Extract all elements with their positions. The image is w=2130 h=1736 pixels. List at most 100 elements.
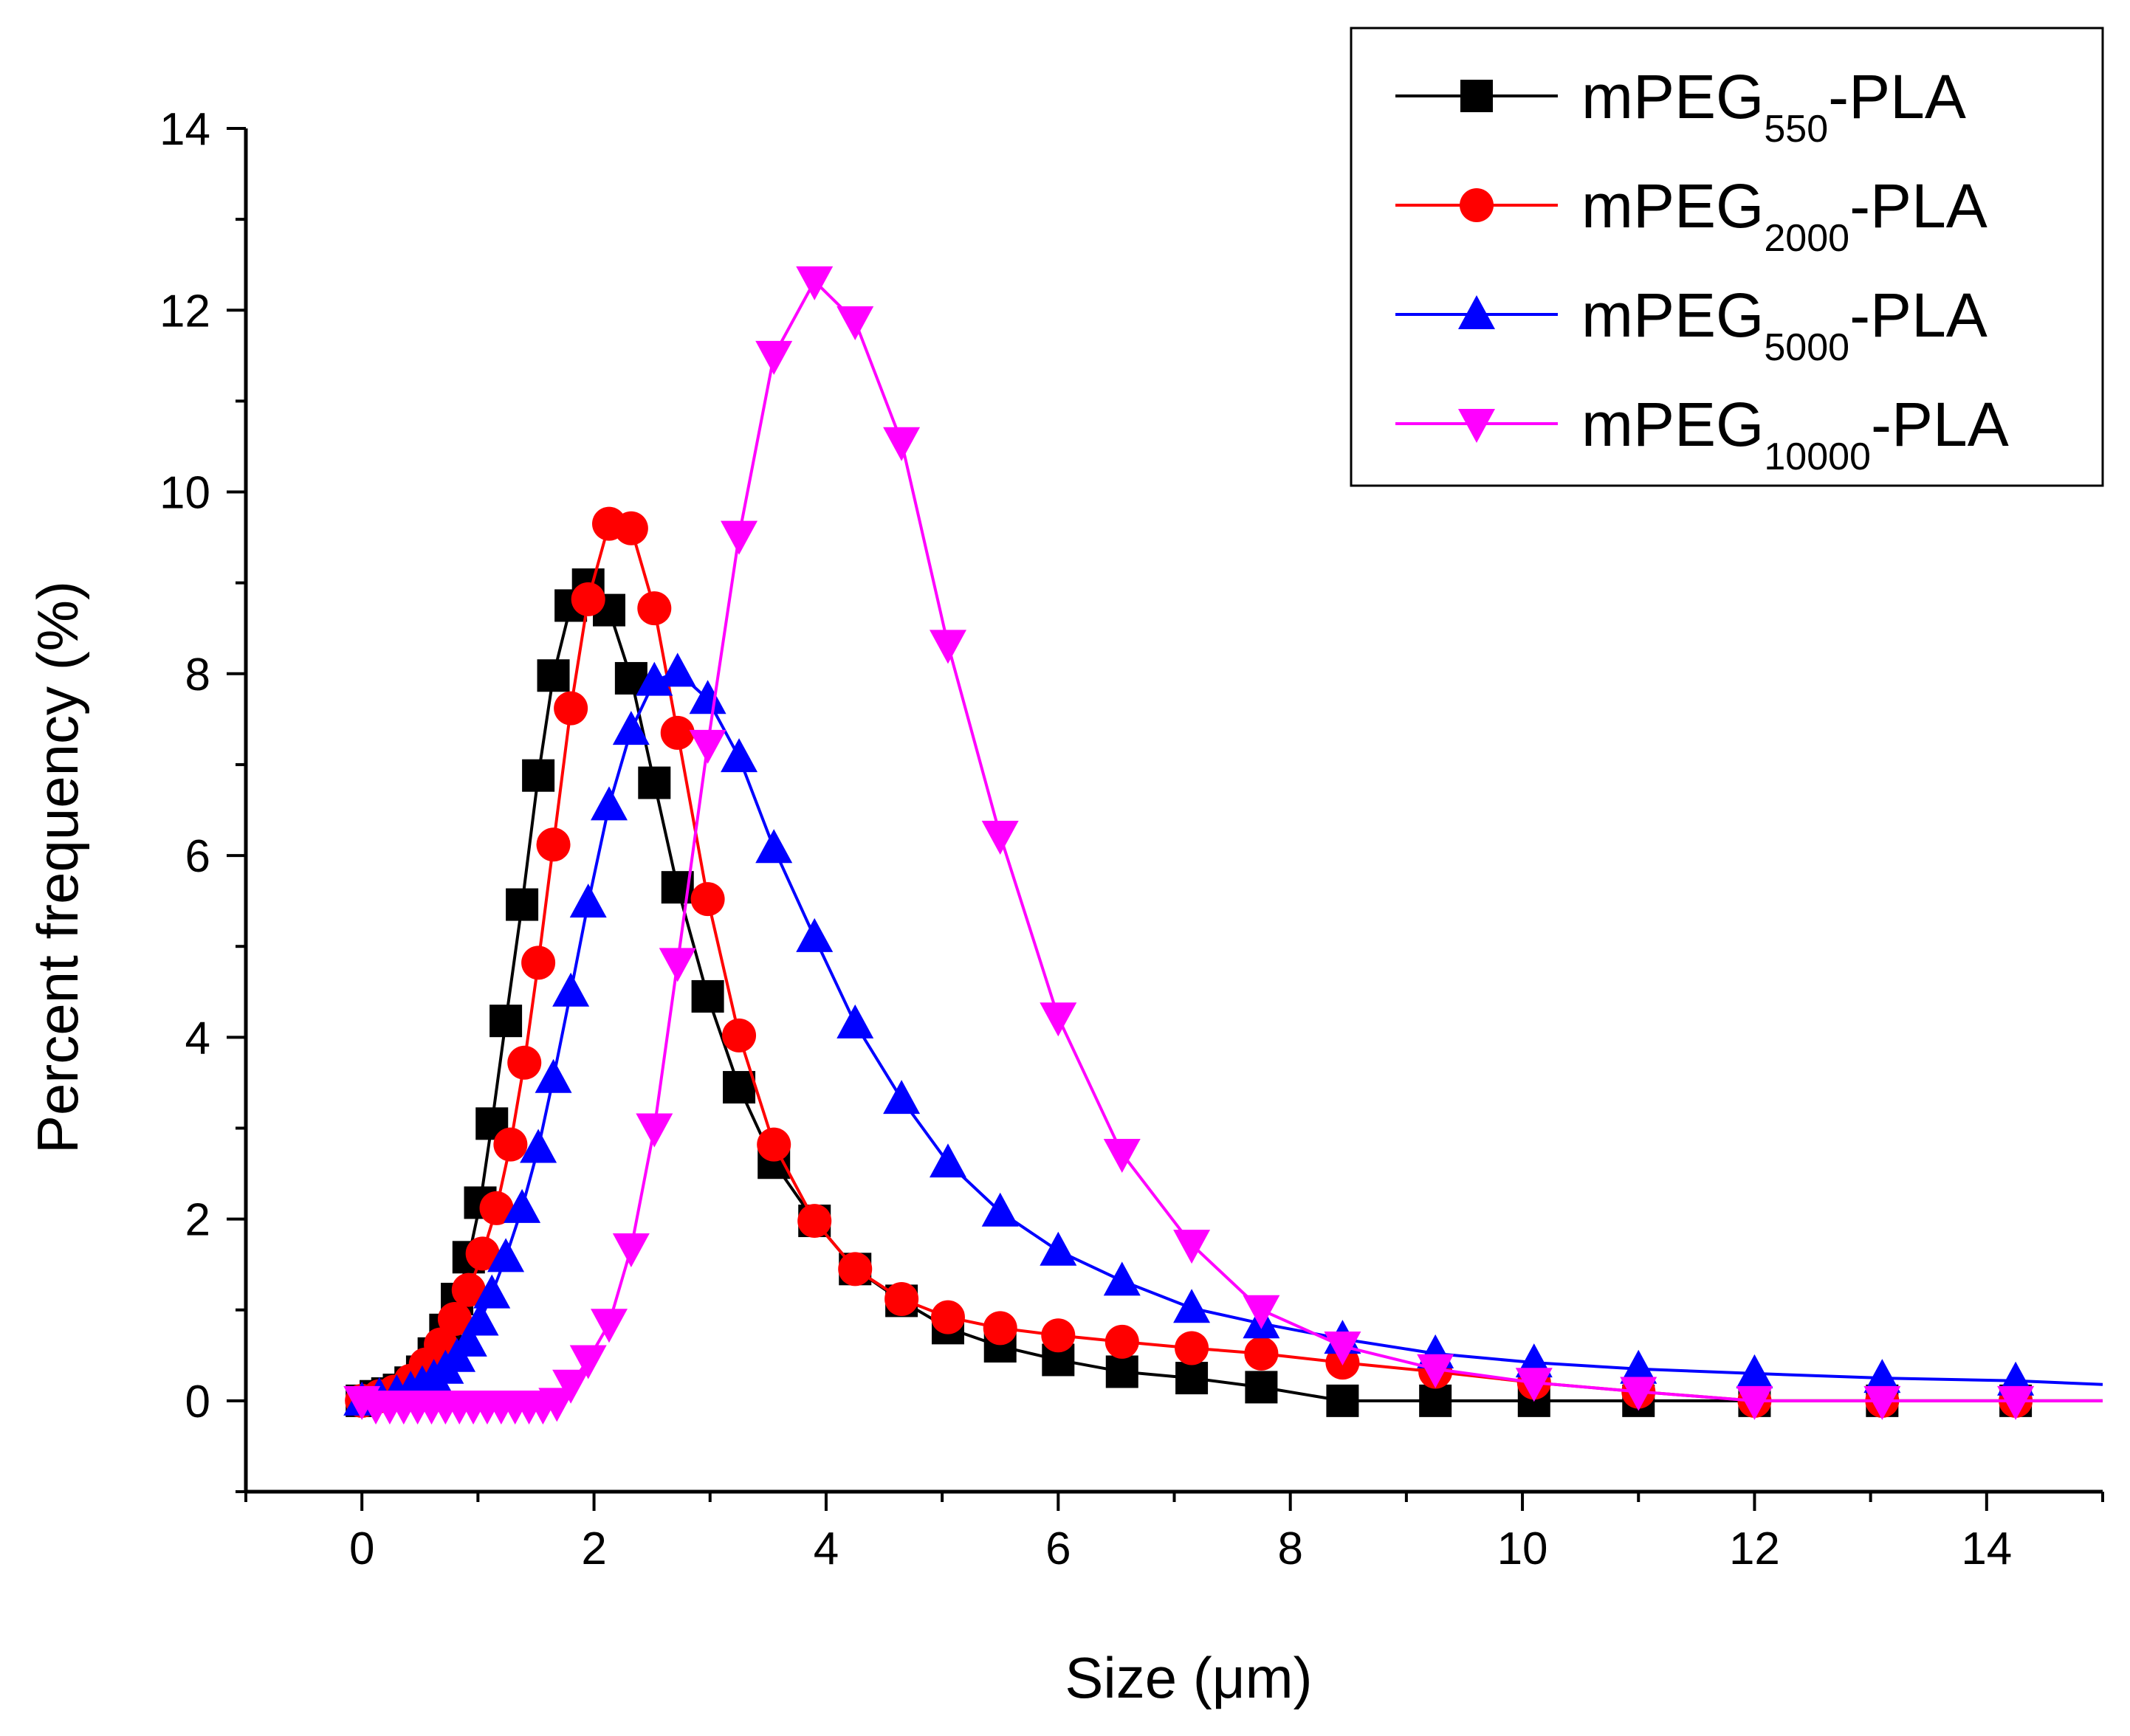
data-point bbox=[521, 946, 556, 980]
data-point bbox=[1244, 1336, 1279, 1371]
x-tick-label: 2 bbox=[581, 1523, 606, 1574]
data-point bbox=[721, 520, 758, 555]
x-tick-label: 6 bbox=[1045, 1523, 1071, 1574]
data-point bbox=[537, 659, 570, 692]
legend-label: mPEG550-PLA bbox=[1581, 62, 1966, 151]
data-point bbox=[569, 1345, 607, 1380]
data-point bbox=[552, 1369, 590, 1404]
data-point bbox=[479, 1191, 514, 1225]
data-point bbox=[884, 1281, 919, 1316]
data-point bbox=[590, 786, 628, 821]
data-point bbox=[757, 1127, 791, 1162]
data-point bbox=[1173, 1289, 1211, 1323]
data-point bbox=[504, 1188, 541, 1223]
data-point bbox=[1736, 1385, 1773, 1420]
data-point bbox=[590, 1309, 628, 1343]
data-point bbox=[1324, 1331, 1361, 1365]
data-point bbox=[1620, 1349, 1657, 1384]
data-point bbox=[552, 972, 590, 1007]
data-point bbox=[1040, 1002, 1077, 1037]
x-tick-label: 10 bbox=[1497, 1523, 1548, 1574]
x-tick-label: 4 bbox=[814, 1523, 839, 1574]
data-point bbox=[929, 1143, 966, 1178]
legend-item: mPEG2000-PLA bbox=[1395, 171, 1988, 260]
data-point bbox=[1175, 1331, 1209, 1365]
data-point bbox=[1515, 1368, 1553, 1402]
data-point bbox=[659, 652, 696, 687]
data-point bbox=[507, 1045, 542, 1080]
data-point bbox=[473, 1274, 511, 1309]
x-tick-label: 0 bbox=[349, 1523, 374, 1574]
series-10000 bbox=[343, 266, 2103, 1425]
data-point bbox=[838, 1252, 873, 1286]
legend-marker bbox=[1458, 409, 1495, 443]
y-tick-label: 6 bbox=[185, 831, 210, 882]
legend-label: mPEG2000-PLA bbox=[1581, 171, 1988, 260]
data-point bbox=[1326, 1384, 1359, 1417]
data-point bbox=[437, 1302, 472, 1337]
data-point bbox=[450, 1322, 487, 1357]
data-point bbox=[637, 591, 672, 626]
data-point bbox=[461, 1301, 499, 1336]
data-point bbox=[1041, 1318, 1076, 1353]
legend-label: mPEG5000-PLA bbox=[1581, 280, 1988, 369]
data-point bbox=[614, 511, 648, 545]
data-point bbox=[883, 427, 921, 461]
y-tick-label: 12 bbox=[159, 286, 210, 337]
data-point bbox=[1040, 1231, 1077, 1266]
data-point bbox=[522, 759, 555, 792]
data-point bbox=[755, 829, 793, 864]
y-tick-label: 14 bbox=[159, 104, 210, 155]
data-point bbox=[636, 661, 673, 696]
data-point bbox=[1419, 1384, 1452, 1417]
data-point bbox=[1175, 1362, 1209, 1395]
legend-item: mPEG5000-PLA bbox=[1395, 280, 1988, 369]
x-tick-label: 14 bbox=[1961, 1523, 2012, 1574]
data-point bbox=[506, 888, 539, 921]
data-point bbox=[1863, 1385, 1901, 1420]
data-point bbox=[1736, 1354, 1773, 1388]
data-point bbox=[690, 882, 725, 917]
data-point bbox=[796, 266, 834, 300]
x-tick-label: 12 bbox=[1729, 1523, 1780, 1574]
data-point bbox=[1104, 1324, 1139, 1359]
data-point bbox=[1173, 1230, 1211, 1264]
data-point bbox=[1243, 1295, 1280, 1329]
legend-marker bbox=[1460, 188, 1494, 222]
data-point bbox=[465, 1236, 500, 1271]
x-axis-title: Size (μm) bbox=[1065, 1645, 1312, 1710]
data-point bbox=[689, 680, 726, 714]
legend-item: mPEG10000-PLA bbox=[1395, 390, 2009, 478]
data-point bbox=[1620, 1377, 1657, 1411]
data-point bbox=[689, 729, 726, 764]
y-tick-label: 8 bbox=[185, 650, 210, 700]
data-point bbox=[723, 1071, 756, 1104]
data-point bbox=[638, 766, 671, 799]
y-tick-label: 2 bbox=[185, 1195, 210, 1246]
data-point bbox=[1103, 1138, 1141, 1173]
data-point bbox=[660, 715, 695, 750]
legend-marker bbox=[1460, 80, 1493, 112]
data-point bbox=[520, 1129, 557, 1163]
data-point bbox=[487, 1238, 525, 1272]
x-tick-label: 8 bbox=[1277, 1523, 1302, 1574]
data-point bbox=[569, 884, 607, 918]
data-point bbox=[659, 948, 696, 982]
data-point bbox=[797, 1204, 832, 1239]
legend-item: mPEG550-PLA bbox=[1395, 62, 1966, 151]
data-point bbox=[836, 1004, 874, 1038]
data-point bbox=[722, 1018, 757, 1053]
y-tick-label: 0 bbox=[185, 1377, 210, 1427]
data-point bbox=[535, 1058, 572, 1093]
y-tick-label: 10 bbox=[159, 468, 210, 519]
data-point bbox=[489, 1005, 523, 1038]
data-point bbox=[451, 1272, 486, 1307]
series-layer bbox=[343, 266, 2103, 1425]
data-point bbox=[612, 1233, 650, 1268]
data-point bbox=[755, 340, 793, 375]
data-point bbox=[554, 691, 588, 726]
legend: mPEG550-PLA mPEG2000-PLA mPEG5000-PLA mPEG1… bbox=[1350, 27, 2104, 487]
data-point bbox=[536, 827, 571, 862]
data-point bbox=[883, 1080, 921, 1115]
